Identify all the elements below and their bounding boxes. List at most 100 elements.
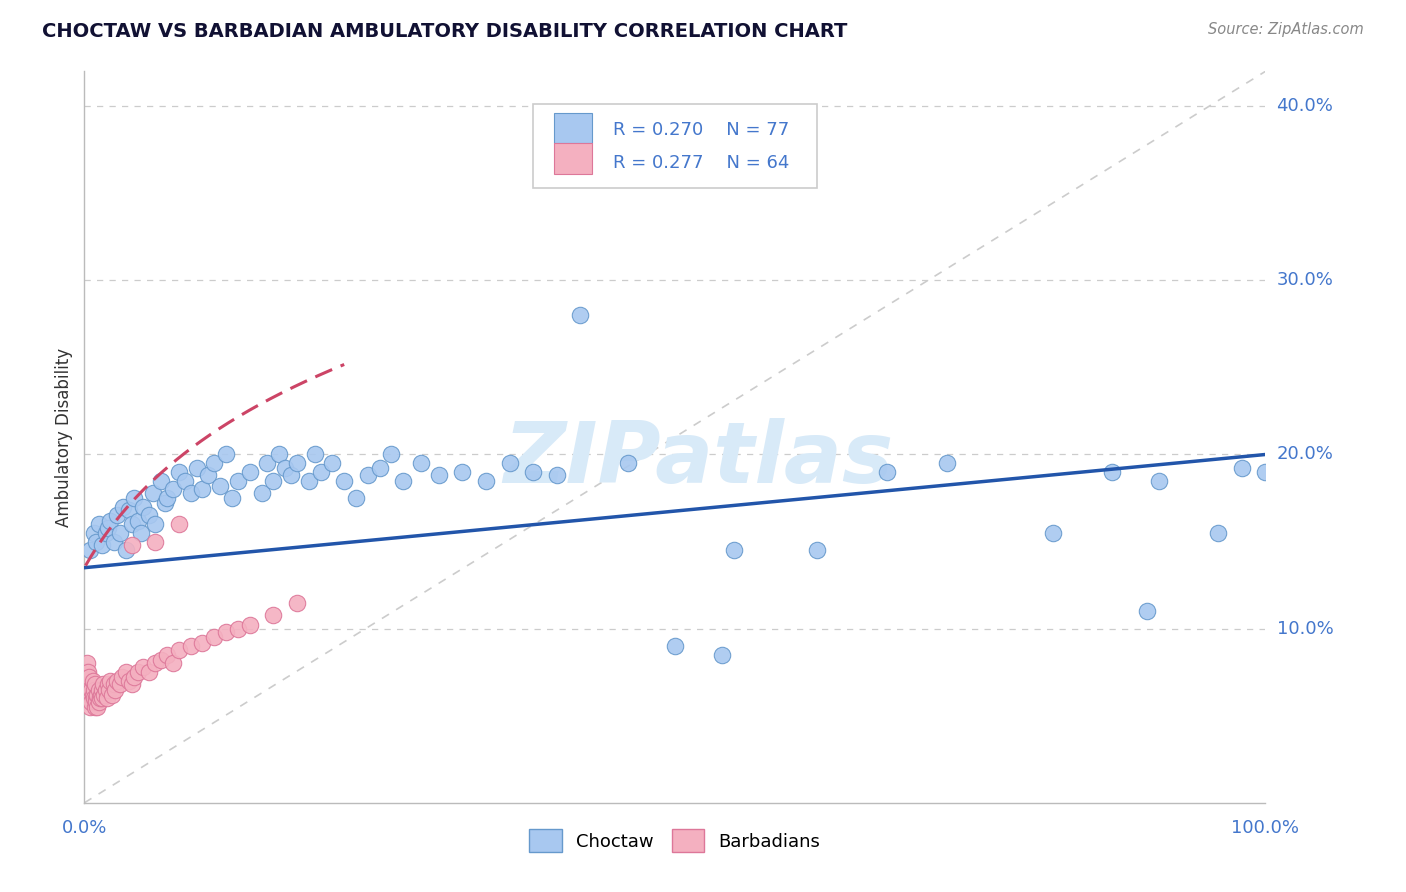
Point <box>143 517 166 532</box>
FancyBboxPatch shape <box>554 112 592 143</box>
Point <box>262 474 284 488</box>
Point <box>1206 525 1229 540</box>
Point <box>226 474 249 488</box>
FancyBboxPatch shape <box>554 144 592 174</box>
Point <box>79 691 101 706</box>
Point <box>79 543 101 558</box>
Point <box>806 543 828 558</box>
Point <box>1042 525 1064 540</box>
Point <box>127 514 149 528</box>
Point <box>86 700 108 714</box>
Point <box>475 474 498 488</box>
Point <box>380 448 402 462</box>
Point <box>876 465 898 479</box>
Point <box>75 665 97 680</box>
Point <box>156 648 179 662</box>
Point <box>100 688 122 702</box>
Text: 40.0%: 40.0% <box>1277 97 1333 115</box>
Text: 0.0%: 0.0% <box>62 820 107 838</box>
Point <box>498 456 520 470</box>
Point <box>129 525 152 540</box>
Point <box>94 525 117 540</box>
Point <box>84 691 107 706</box>
Point <box>108 525 131 540</box>
Point <box>256 456 278 470</box>
Point <box>122 670 145 684</box>
Point <box>76 657 98 671</box>
Point <box>262 607 284 622</box>
Point <box>344 491 367 505</box>
Point <box>114 665 136 680</box>
Point <box>87 682 110 697</box>
Point <box>138 665 160 680</box>
Point <box>91 677 114 691</box>
Point <box>90 688 112 702</box>
Point <box>86 688 108 702</box>
Point <box>138 508 160 523</box>
Point <box>616 456 638 470</box>
Point <box>84 677 107 691</box>
Point <box>180 639 202 653</box>
Text: 100.0%: 100.0% <box>1232 820 1299 838</box>
Point <box>143 534 166 549</box>
Point <box>77 682 100 697</box>
Point <box>226 622 249 636</box>
Point <box>392 474 415 488</box>
Point <box>239 618 262 632</box>
Point <box>162 483 184 497</box>
Point <box>84 534 107 549</box>
Point <box>84 695 107 709</box>
Point <box>82 673 104 688</box>
Point <box>1230 461 1253 475</box>
Point <box>167 642 190 657</box>
Point <box>114 543 136 558</box>
Point <box>121 538 143 552</box>
Point <box>132 660 155 674</box>
Point <box>127 665 149 680</box>
Point <box>239 465 262 479</box>
Point <box>215 448 238 462</box>
Point <box>274 461 297 475</box>
Point <box>546 468 568 483</box>
Point <box>150 653 173 667</box>
Point <box>298 474 321 488</box>
Point <box>142 485 165 500</box>
Point <box>103 677 125 691</box>
Point <box>122 491 145 505</box>
Point <box>91 682 114 697</box>
Point <box>79 688 101 702</box>
Point <box>333 474 356 488</box>
Text: R = 0.270    N = 77: R = 0.270 N = 77 <box>613 121 790 139</box>
Point <box>87 517 110 532</box>
Point <box>111 670 134 684</box>
Point <box>83 682 105 697</box>
Point <box>664 639 686 653</box>
Point <box>104 682 127 697</box>
Point <box>162 657 184 671</box>
Point <box>91 538 114 552</box>
Point <box>97 677 120 691</box>
Point <box>191 635 214 649</box>
Point <box>409 456 432 470</box>
Point <box>209 479 232 493</box>
Point <box>215 625 238 640</box>
Point <box>180 485 202 500</box>
Point <box>80 695 103 709</box>
Y-axis label: Ambulatory Disability: Ambulatory Disability <box>55 348 73 526</box>
Point <box>79 700 101 714</box>
Text: 30.0%: 30.0% <box>1277 271 1333 289</box>
Point <box>118 673 141 688</box>
Point <box>77 665 100 680</box>
Point <box>132 500 155 514</box>
Point <box>107 508 129 523</box>
Point <box>97 521 120 535</box>
Point <box>368 461 391 475</box>
Point <box>285 595 308 609</box>
Text: 20.0%: 20.0% <box>1277 445 1333 464</box>
Point <box>91 691 114 706</box>
Text: Source: ZipAtlas.com: Source: ZipAtlas.com <box>1208 22 1364 37</box>
Point <box>167 465 190 479</box>
Point <box>76 673 98 688</box>
Point <box>77 670 100 684</box>
Point <box>280 468 302 483</box>
